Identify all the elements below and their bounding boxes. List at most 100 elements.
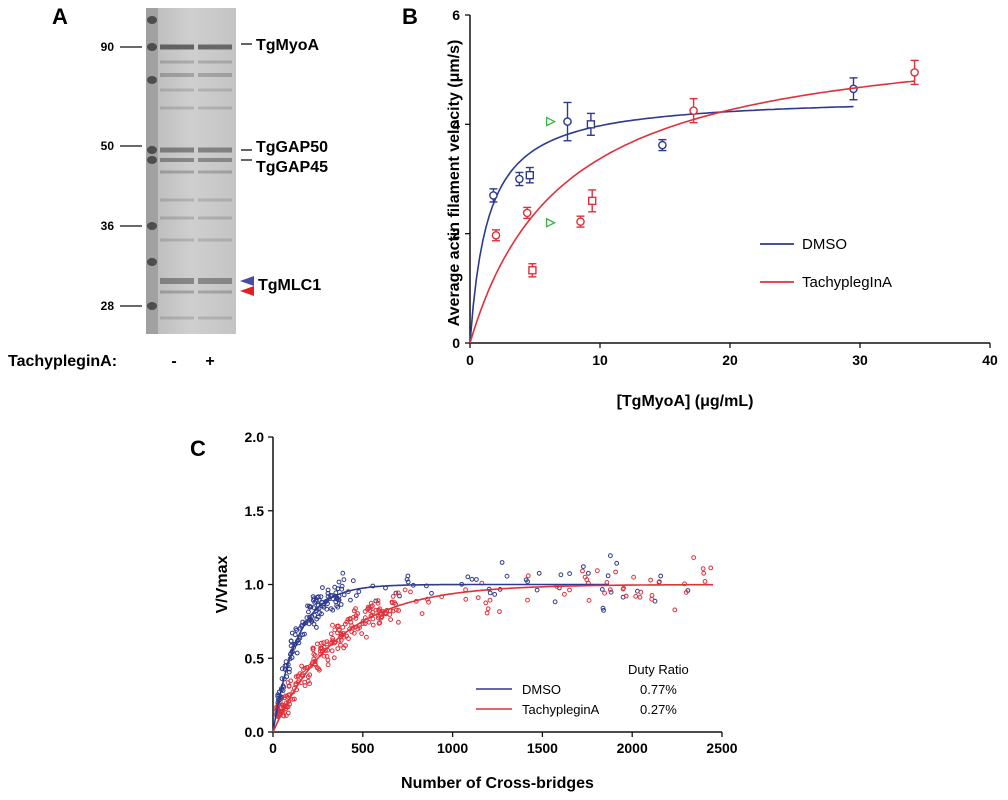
c-scatter-point-tachyplegin — [484, 610, 490, 616]
c-scatter-point-tachyplegin — [325, 662, 331, 668]
c-y-tick-label: 0.5 — [245, 650, 265, 666]
c-scatter-point-tachyplegin — [314, 641, 320, 647]
c-scatter-point-tachyplegin — [376, 620, 382, 626]
mw-label-50: 50 — [101, 139, 115, 153]
b-data-point — [689, 106, 698, 115]
c-scatter-point-tachyplegin — [408, 589, 413, 595]
gel-band-minus — [160, 170, 194, 174]
c-scatter-point-dmso — [314, 625, 319, 630]
c-scatter-point-tachyplegin — [345, 617, 351, 622]
c-scatter-point-tachyplegin — [377, 606, 383, 612]
b-x-axis-title: [TgMyoA] (μg/mL) — [617, 393, 754, 410]
ladder-band — [147, 146, 157, 154]
c-scatter-point-tachyplegin — [672, 607, 678, 613]
b-data-point — [528, 266, 537, 275]
band-labels: TgMyoA TgGAP50 TgGAP45 TgMLC1 — [240, 37, 328, 296]
gel-band-minus — [160, 73, 194, 77]
c-scatter-point-tachyplegin — [288, 678, 294, 684]
c-scatter-point-dmso — [328, 592, 333, 598]
c-scatter-point-tachyplegin — [353, 606, 358, 611]
c-scatter-point-dmso — [534, 587, 540, 593]
c-scatter-point-dmso — [279, 666, 285, 672]
gel-band-minus — [160, 216, 194, 220]
lane-label-minus: - — [171, 353, 176, 370]
tachyplegin-band-arrow — [240, 286, 254, 296]
c-scatter-point-tachyplegin — [370, 622, 376, 628]
gel-band-minus — [160, 106, 194, 110]
c-scatter-point-dmso — [348, 597, 353, 603]
mw-label-90: 90 — [101, 40, 115, 54]
c-scatter-point-tachyplegin — [336, 623, 341, 629]
c-scatter-point-tachyplegin — [607, 587, 613, 593]
c-scatter-point-tachyplegin — [362, 621, 368, 626]
c-legend-label: DMSO — [522, 682, 561, 697]
gel-band-minus — [160, 290, 194, 294]
c-scatter-point-dmso — [393, 590, 399, 596]
b-triangle-marker — [545, 116, 557, 127]
c-scatter-point-tachyplegin — [366, 606, 372, 611]
c-x-tick-label: 1500 — [527, 740, 558, 756]
c-scatter-point-tachyplegin — [483, 600, 489, 606]
c-scatter-point-dmso — [504, 573, 510, 579]
gel-band-plus — [198, 198, 232, 202]
c-y-tick-label: 2.0 — [245, 429, 265, 445]
gel-band-plus — [198, 238, 232, 242]
b-data-point — [491, 231, 501, 240]
c-scatter-point-tachyplegin — [353, 616, 359, 621]
ladder-band — [147, 43, 157, 51]
b-data-point — [586, 120, 596, 129]
c-scatter-point-tachyplegin — [301, 667, 306, 673]
c-scatter-point-tachyplegin — [317, 667, 322, 673]
gel-ladder-lane — [146, 8, 158, 334]
gel-band-minus — [160, 44, 194, 50]
gel-band-minus — [160, 88, 194, 92]
c-scatter-point-tachyplegin — [302, 683, 308, 689]
b-data-point — [588, 196, 597, 206]
c-scatter-point-dmso — [536, 570, 542, 576]
b-data-point — [576, 217, 585, 226]
c-x-axis-title: Number of Cross-bridges — [401, 775, 594, 792]
c-scatter-point-tachyplegin — [682, 581, 687, 587]
band-label-tgmyoa: TgMyoA — [256, 37, 320, 54]
c-scatter-point-tachyplegin — [332, 627, 338, 633]
c-scatter-point-tachyplegin — [582, 574, 588, 580]
c-scatter-point-dmso — [350, 578, 356, 584]
gel-band-minus — [160, 158, 194, 162]
c-scatter-point-tachyplegin — [395, 590, 401, 596]
c-scatter-point-dmso — [558, 572, 564, 578]
c-scatter-point-tachyplegin — [344, 619, 350, 625]
c-scatter-point-tachyplegin — [366, 619, 372, 625]
b-y-tick-label: 6 — [452, 7, 460, 23]
c-scatter-point-dmso — [605, 573, 611, 579]
c-scatter-point-tachyplegin — [346, 636, 351, 641]
gel-band-plus — [198, 60, 232, 64]
c-scatter-point-tachyplegin — [347, 616, 353, 621]
c-scatter-point-tachyplegin — [328, 631, 334, 637]
c-scatter-point-dmso — [600, 605, 606, 611]
panel-a: A 90 50 36 28 TgMyoA TgGAP50 — [8, 4, 328, 370]
b-fit-curve-dmso — [469, 105, 854, 344]
c-scatter-point-dmso — [492, 592, 498, 597]
b-x-tick-label: 40 — [982, 352, 998, 368]
c-scatter-point-tachyplegin — [390, 608, 396, 614]
mw-markers: 90 50 36 28 — [101, 40, 142, 313]
c-scatter-point-tachyplegin — [633, 593, 639, 599]
c-scatter-point-tachyplegin — [324, 654, 330, 659]
c-scatter-point-dmso — [319, 611, 324, 617]
c-scatter-point-tachyplegin — [402, 587, 408, 593]
c-scatter-point-dmso — [308, 617, 314, 623]
c-scatter-point-dmso — [356, 589, 362, 594]
dmso-band-arrow — [240, 276, 254, 286]
c-scatter-point-dmso — [405, 573, 411, 579]
c-scatter-point-tachyplegin — [620, 586, 626, 592]
c-scatter-point-tachyplegin — [375, 598, 381, 603]
c-scatter-point-dmso — [338, 602, 344, 607]
c-scatter-point-tachyplegin — [463, 587, 469, 593]
c-scatter-point-dmso — [333, 599, 339, 605]
c-scatter-point-tachyplegin — [525, 573, 531, 579]
band-label-tggap45: TgGAP45 — [256, 159, 328, 176]
b-fit-curve-tachyplegin — [469, 80, 915, 344]
c-scatter-point-tachyplegin — [562, 591, 567, 597]
c-scatter-point-dmso — [320, 585, 325, 590]
